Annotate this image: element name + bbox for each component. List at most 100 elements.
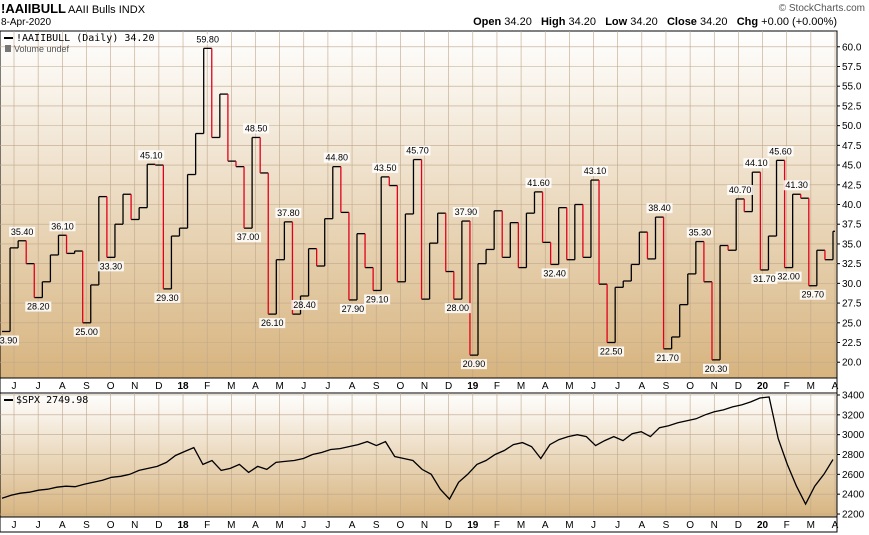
aaii-y-tick-label: 57.5 xyxy=(842,62,862,73)
data-label-bg xyxy=(259,318,286,329)
spx-y-tick-label: 3200 xyxy=(842,410,865,421)
spx-y-tick-label: 2600 xyxy=(842,470,865,481)
data-label-bg xyxy=(339,303,366,314)
aaii-y-tick-label: 42.5 xyxy=(842,180,862,191)
aaii-x-tick-label: A xyxy=(832,381,839,392)
close-label: Close xyxy=(666,16,697,28)
data-label: 29.30 xyxy=(156,293,179,303)
data-label: 45.60 xyxy=(769,146,792,156)
spx-x-tick-label: D xyxy=(445,520,452,531)
volume-legend-label: Volume undef xyxy=(14,44,70,54)
spx-x-tick-label: O xyxy=(686,520,694,531)
data-label-bg xyxy=(0,335,19,346)
aaii-x-tick-label: F xyxy=(494,381,500,392)
spx-x-tick-label: A xyxy=(832,520,839,531)
aaii-x-tick-label: M xyxy=(275,381,283,392)
aaii-x-tick-label: M xyxy=(227,381,235,392)
copyright-link[interactable]: © StockCharts.com xyxy=(778,3,865,14)
data-label: 23.90 xyxy=(0,335,17,345)
symbol-name: AAII Bulls INDX xyxy=(68,4,145,16)
data-label-bg xyxy=(364,294,391,305)
data-label-bg xyxy=(751,273,778,284)
data-label: 41.30 xyxy=(785,180,808,190)
spx-y-tick-label: 3400 xyxy=(842,390,865,401)
aaii-x-tick-label: S xyxy=(663,381,670,392)
spx-x-tick-label: S xyxy=(83,520,90,531)
spx-x-tick-label: M xyxy=(517,520,525,531)
data-label-bg xyxy=(541,268,568,279)
aaii-panel[interactable]: 60.0 57.5 55.0 52.5 50.0 47.5 45.0 42.5 40.0 37.5… xyxy=(0,30,862,379)
data-label: 35.30 xyxy=(689,228,712,238)
aaii-x-tick-label: J xyxy=(301,381,306,392)
spx-x-tick-label: M xyxy=(807,520,815,531)
symbol-title: !AAIIBULL xyxy=(1,1,66,16)
aaii-x-tick-label: A xyxy=(59,381,66,392)
aaii-x-tick-label: N xyxy=(711,381,718,392)
spx-x-tick-label: J xyxy=(12,520,17,531)
data-label-bg xyxy=(452,207,479,218)
spx-x-tick-label: A xyxy=(349,520,356,531)
aaii-x-tick-label: M xyxy=(517,381,525,392)
spx-x-tick-label: O xyxy=(396,520,404,531)
spx-x-tick-label: J xyxy=(591,520,596,531)
data-label-bg xyxy=(323,152,350,163)
aaii-x-tick-label: S xyxy=(373,381,380,392)
data-label-bg xyxy=(243,123,270,134)
data-label-bg xyxy=(775,271,802,282)
data-label: 29.10 xyxy=(366,294,389,304)
spx-x-tick-label: J xyxy=(36,520,41,531)
data-label: 28.00 xyxy=(447,303,470,313)
data-label: 48.50 xyxy=(245,123,268,133)
data-label-bg xyxy=(194,34,221,45)
data-label: 37.00 xyxy=(237,232,260,242)
spx-legend-label: $SPX 2749.98 xyxy=(16,395,88,406)
spx-x-tick-label: M xyxy=(227,520,235,531)
spx-x-tick-label: N xyxy=(421,520,428,531)
aaii-y-tick-label: 37.5 xyxy=(842,220,862,231)
aaii-y-tick-label: 20.0 xyxy=(842,358,862,369)
data-label: 29.70 xyxy=(802,290,825,300)
data-label: 20.90 xyxy=(463,359,486,369)
data-label-bg xyxy=(702,363,729,374)
spx-panel[interactable]: 3400 3200 3000 2800 2600 2400 2200 $SPX 2749.98 xyxy=(0,390,865,521)
data-label-bg xyxy=(275,207,302,218)
aaii-y-tick-label: 30.0 xyxy=(842,279,862,290)
aaii-x-tick-label: A xyxy=(349,381,356,392)
aaii-y-tick-label: 55.0 xyxy=(842,82,862,93)
data-label: 22.50 xyxy=(600,347,623,357)
spx-x-axis: J J A S O N D 18 F M A M J J A S O N D 19 F M A M J J A S O N D 20 F M A xyxy=(0,516,839,533)
spx-x-tick-label: F xyxy=(204,520,210,531)
aaii-y-tick-label: 35.0 xyxy=(842,239,862,250)
exchange-label: INDX xyxy=(118,4,146,16)
data-label-bg xyxy=(49,221,76,232)
spx-x-tick-label: M xyxy=(275,520,283,531)
low-value: 34.20 xyxy=(630,16,658,28)
spx-x-tick-label: 19 xyxy=(467,520,479,531)
data-label: 31.70 xyxy=(753,274,776,284)
data-label: 37.80 xyxy=(277,208,300,218)
data-label: 38.40 xyxy=(648,203,671,213)
spx-x-tick-label: M xyxy=(565,520,573,531)
data-label: 59.80 xyxy=(196,34,219,44)
data-label: 45.70 xyxy=(406,146,429,156)
spx-x-tick-label: O xyxy=(107,520,115,531)
aaii-y-tick-label: 22.5 xyxy=(842,338,862,349)
aaii-x-tick-label: A xyxy=(252,381,259,392)
aaii-y-tick-label: 60.0 xyxy=(842,42,862,53)
aaii-legend-label: !AAIIBULL (Daily) 34.20 xyxy=(16,33,154,44)
spx-x-tick-label: S xyxy=(373,520,380,531)
data-label: 21.70 xyxy=(656,353,679,363)
aaii-x-tick-label: D xyxy=(735,381,742,392)
spx-y-tick-label: 2200 xyxy=(842,510,865,521)
data-label-bg xyxy=(460,359,487,370)
spx-x-axis-strip xyxy=(0,516,838,533)
data-label: 43.50 xyxy=(374,163,397,173)
aaii-x-tick-label: D xyxy=(155,381,162,392)
spx-x-tick-label: A xyxy=(638,520,645,531)
data-label-bg xyxy=(138,150,165,161)
volume-legend-swatch xyxy=(5,45,11,52)
data-label: 45.10 xyxy=(140,150,163,160)
spx-x-tick-label: N xyxy=(711,520,718,531)
spx-y-tick-label: 3000 xyxy=(842,430,865,441)
